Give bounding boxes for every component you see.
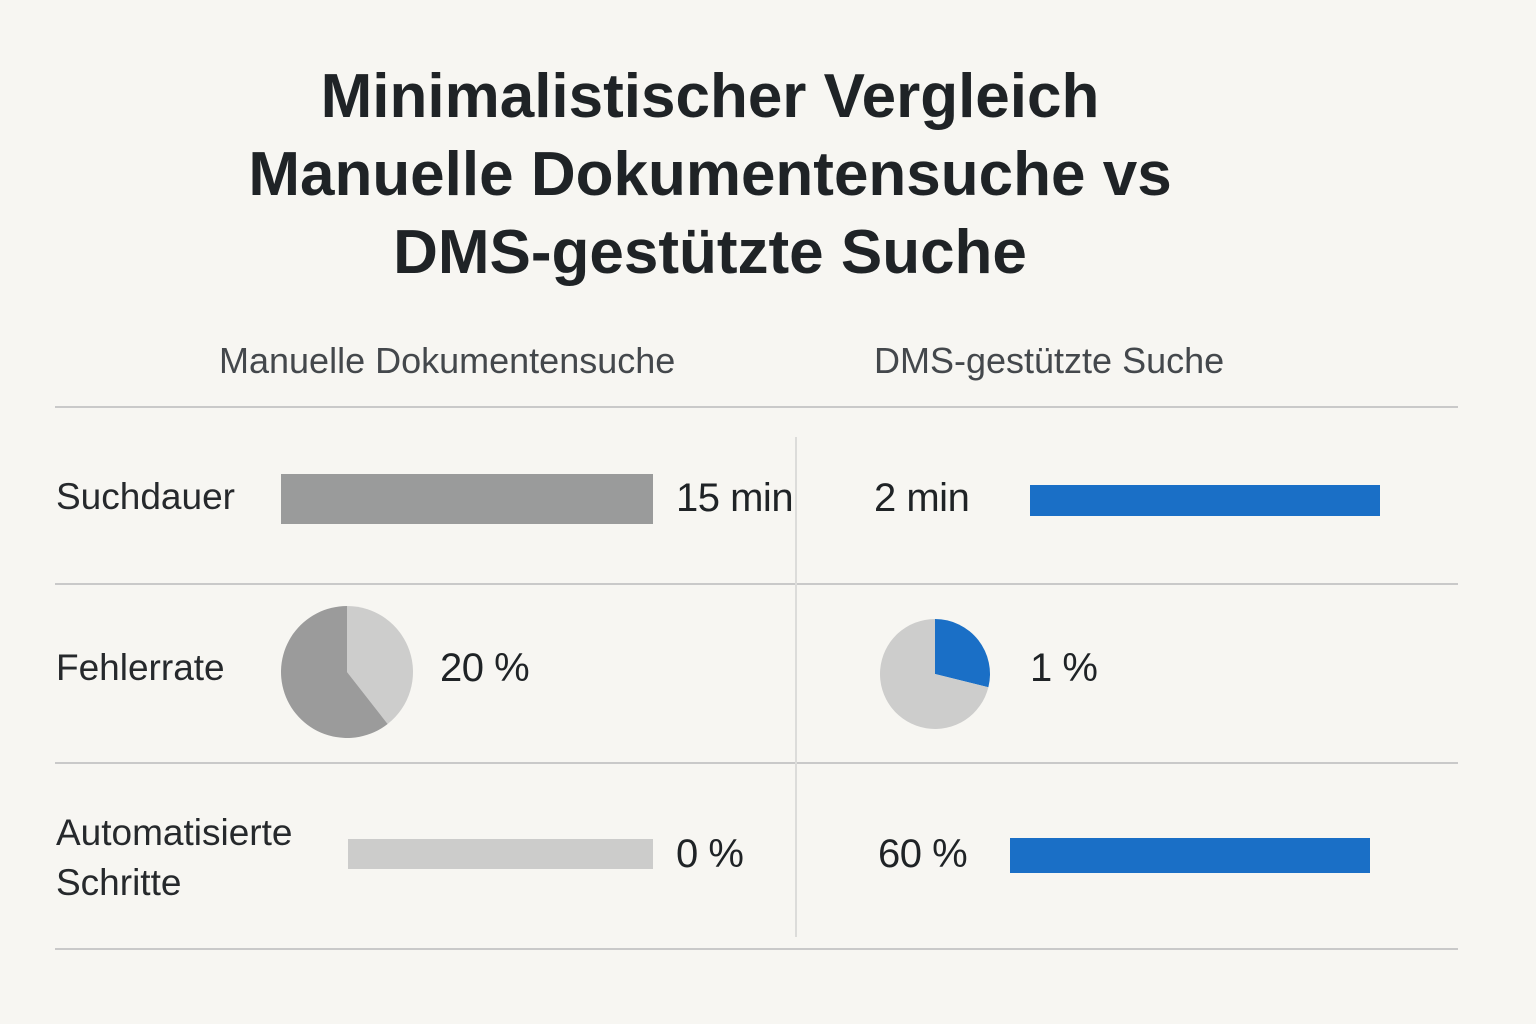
row-label-automatisierte-schritte: Automatisierte Schritte [56,808,293,908]
column-divider [795,437,797,937]
table-bottom-divider [55,948,1458,950]
bar-suchdauer-manual [281,474,653,524]
value-suchdauer-dms: 2 min [874,476,970,520]
column-header-manual: Manuelle Dokumentensuche [219,340,676,381]
title-line-2: Manuelle Dokumentensuche vs [248,140,1172,209]
value-automatisierung-manual: 0 % [676,832,744,876]
value-fehlerrate-dms: 1 % [1030,646,1098,690]
row-divider-2 [55,762,1458,764]
chart-title: Minimalistischer Vergleich Manuelle Doku… [0,58,1420,292]
title-line-1: Minimalistischer Vergleich [320,62,1100,131]
row-label-suchdauer: Suchdauer [56,476,235,517]
row-label-line-1: Automatisierte [56,812,293,853]
row-label-line-2: Schritte [56,862,182,903]
pie-fehlerrate-manual [281,606,413,738]
pie-fehlerrate-dms [880,619,990,729]
row-divider-1 [55,583,1458,585]
pie-slice-manual-light [347,606,413,725]
column-header-dms: DMS-gestützte Suche [874,340,1225,381]
title-line-3: DMS-gestützte Suche [393,218,1027,287]
pie-slice-dms-blue [935,619,990,688]
bar-automatisierung-manual [348,839,653,869]
value-automatisierung-dms: 60 % [878,832,968,876]
pie-slice-dms-light [880,619,989,729]
bar-suchdauer-dms [1030,485,1380,516]
row-label-fehlerrate: Fehlerrate [56,647,225,688]
bar-automatisierung-dms [1010,838,1370,873]
pie-slice-manual-dark [281,606,388,738]
value-fehlerrate-manual: 20 % [440,646,530,690]
header-divider [55,406,1458,408]
value-suchdauer-manual: 15 min [676,476,794,520]
